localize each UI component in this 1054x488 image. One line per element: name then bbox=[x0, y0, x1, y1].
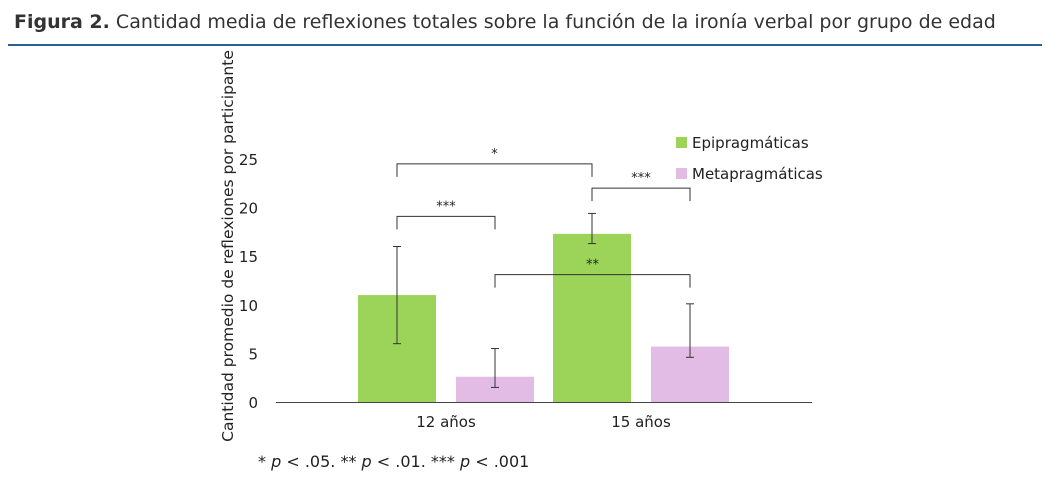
significance-footnote: * p < .05. ** p < .01. *** p < .001 bbox=[258, 452, 529, 471]
figure-label: Figura 2. bbox=[14, 11, 110, 33]
legend-swatch bbox=[676, 137, 687, 148]
legend-swatch bbox=[676, 168, 687, 179]
significance-bracket bbox=[396, 163, 593, 177]
significance-label: * bbox=[491, 147, 498, 162]
significance-label: ** bbox=[586, 258, 600, 273]
y-tick-label: 20 bbox=[239, 200, 258, 218]
significance-bracket bbox=[396, 215, 496, 230]
header-rule bbox=[8, 44, 1042, 46]
footnote-part: p bbox=[459, 452, 471, 471]
footnote-part: * bbox=[258, 452, 272, 471]
footnote-part: < .05. ** bbox=[281, 452, 362, 471]
x-tick-label: 12 años bbox=[416, 413, 476, 431]
figure-title: Cantidad media de reflexiones totales so… bbox=[115, 11, 996, 33]
footnote-part: < .001 bbox=[470, 452, 530, 471]
y-tick-label: 15 bbox=[239, 248, 258, 266]
x-tick-label: 15 años bbox=[611, 413, 671, 431]
legend-label: Metapragmáticas bbox=[692, 165, 823, 183]
significance-bracket bbox=[591, 187, 691, 202]
significance-label: *** bbox=[631, 171, 651, 186]
significance-bracket bbox=[494, 274, 691, 288]
footnote-part: < .01. *** bbox=[371, 452, 460, 471]
footnote-part: p bbox=[361, 452, 372, 471]
y-tick-label: 25 bbox=[239, 151, 258, 169]
legend-label: Epipragmáticas bbox=[692, 134, 809, 152]
bar-epipragmaticas bbox=[553, 233, 631, 402]
significance-label: *** bbox=[436, 199, 456, 214]
y-axis-label: Cantidad promedio de reflexiones por par… bbox=[219, 50, 237, 442]
y-tick-label: 0 bbox=[248, 394, 258, 412]
y-tick-label: 10 bbox=[239, 297, 258, 315]
footnote-part: p bbox=[271, 452, 282, 471]
figure-caption: Figura 2. Cantidad media de reflexiones … bbox=[14, 11, 996, 33]
y-tick-label: 5 bbox=[248, 345, 258, 363]
